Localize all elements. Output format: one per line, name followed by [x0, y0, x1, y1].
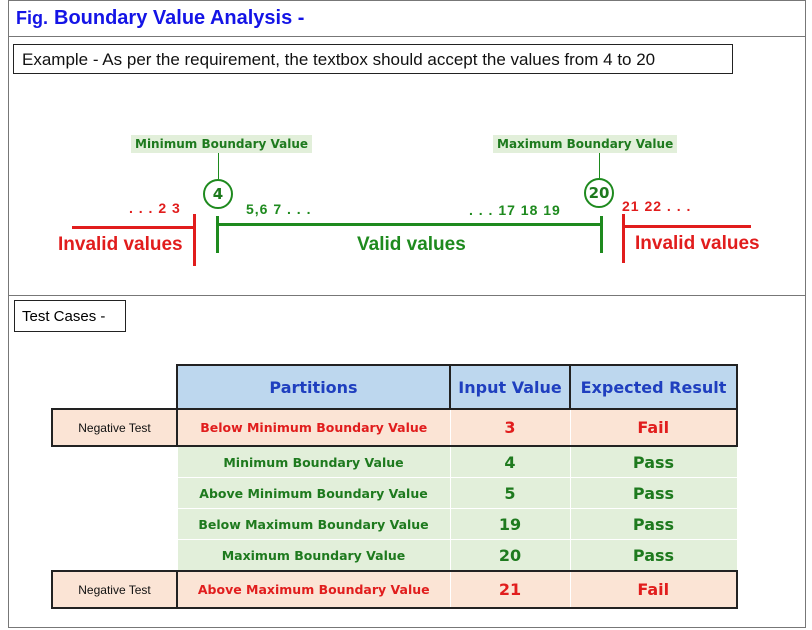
left-invalid-range-line: [72, 226, 195, 229]
expected-result-cell: Pass: [569, 477, 738, 509]
partition-cell: Above Minimum Boundary Value: [176, 477, 451, 509]
max-boundary-label: Maximum Boundary Value: [493, 135, 678, 153]
right-invalid-start-tick: [622, 214, 625, 263]
input-value-cell: 20: [449, 539, 571, 572]
min-connector: [218, 153, 219, 179]
test-cases-heading: Test Cases -: [14, 300, 126, 332]
table-row: Negative Test Below Minimum Boundary Val…: [51, 408, 738, 447]
valid-label: Valid values: [357, 234, 466, 255]
input-value-cell: 3: [449, 408, 571, 447]
negative-test-tag: Negative Test: [51, 570, 178, 609]
example-section: Example - As per the requirement, the te…: [9, 36, 805, 296]
table-row: Maximum Boundary Value 20 Pass: [52, 539, 738, 572]
expected-result-cell: Pass: [569, 445, 738, 478]
max-value-circle: 20: [584, 178, 614, 208]
partition-cell: Maximum Boundary Value: [176, 539, 451, 572]
page-title: Fig. Boundary Value Analysis -: [16, 7, 304, 30]
right-invalid-range-line: [623, 225, 751, 228]
negative-test-tag: Negative Test: [51, 408, 178, 447]
valid-end-sequence: . . . 17 18 19: [469, 202, 561, 218]
input-value-cell: 19: [449, 508, 571, 540]
expected-result-cell: Pass: [569, 508, 738, 540]
title-text: Boundary Value Analysis -: [54, 7, 305, 29]
right-invalid-label: Invalid values: [635, 233, 760, 254]
table-header-row: Partitions Input Value Expected Result: [52, 364, 738, 410]
min-value-circle: 4: [203, 179, 233, 209]
column-header-expected-result: Expected Result: [569, 364, 738, 410]
column-header-input-value: Input Value: [449, 364, 571, 410]
right-invalid-sequence: 21 22 . . .: [622, 198, 692, 214]
valid-end-tick: [600, 216, 603, 253]
valid-start-tick: [216, 216, 219, 253]
expected-result-cell: Fail: [569, 408, 738, 447]
input-value-cell: 5: [449, 477, 571, 509]
column-header-partitions: Partitions: [176, 364, 451, 410]
expected-result-cell: Pass: [569, 539, 738, 572]
valid-start-sequence: 5,6 7 . . .: [246, 201, 312, 217]
left-invalid-end-tick: [193, 214, 196, 266]
test-cases-table: Partitions Input Value Expected Result N…: [51, 364, 738, 609]
table-row: Minimum Boundary Value 4 Pass: [52, 445, 738, 478]
input-value-cell: 4: [449, 445, 571, 478]
example-statement: Example - As per the requirement, the te…: [13, 44, 733, 74]
valid-range-line: [217, 223, 602, 226]
title-prefix: Fig.: [16, 8, 48, 28]
partition-cell: Below Minimum Boundary Value: [176, 408, 451, 447]
table-row: Negative Test Above Maximum Boundary Val…: [51, 570, 738, 609]
left-invalid-label: Invalid values: [58, 234, 183, 255]
table-row: Above Minimum Boundary Value 5 Pass: [52, 477, 738, 509]
input-value-cell: 21: [449, 570, 571, 609]
partition-cell: Above Maximum Boundary Value: [176, 570, 451, 609]
partition-cell: Below Maximum Boundary Value: [176, 508, 451, 540]
title-bar: Fig. Boundary Value Analysis -: [9, 1, 805, 37]
partition-cell: Minimum Boundary Value: [176, 445, 451, 478]
min-boundary-label: Minimum Boundary Value: [131, 135, 313, 153]
page-frame: [8, 0, 806, 628]
expected-result-cell: Fail: [569, 570, 738, 609]
max-connector: [599, 153, 600, 178]
table-row: Below Maximum Boundary Value 19 Pass: [52, 508, 738, 540]
left-invalid-sequence: . . . 2 3: [129, 200, 181, 216]
